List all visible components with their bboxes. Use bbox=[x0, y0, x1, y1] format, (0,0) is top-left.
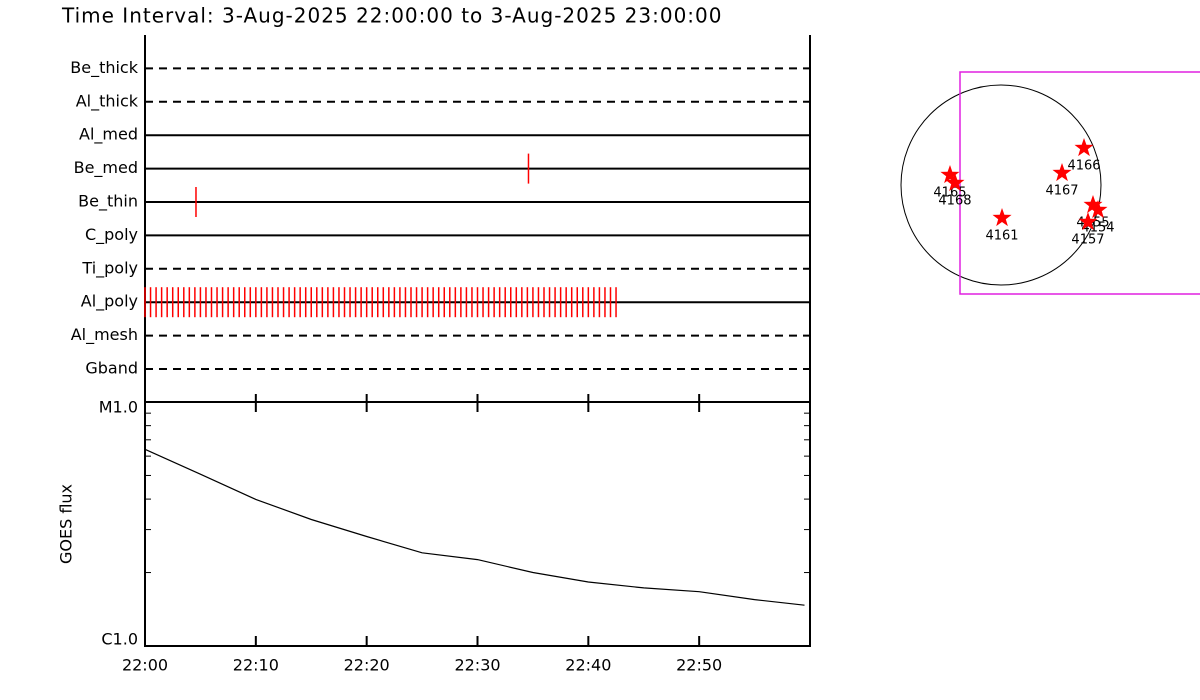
x-tick-label: 22:50 bbox=[676, 656, 722, 675]
solar-disk bbox=[900, 84, 1102, 286]
x-tick-label: 22:20 bbox=[344, 656, 390, 675]
region-label: 4168 bbox=[938, 194, 971, 209]
region-star bbox=[1083, 195, 1103, 214]
region-star bbox=[945, 173, 965, 192]
region-label: 4167 bbox=[1045, 184, 1078, 199]
y-axis-label: GOES flux bbox=[57, 484, 76, 564]
region-label: 4166 bbox=[1067, 159, 1100, 174]
region-star bbox=[1052, 163, 1072, 182]
region-star bbox=[1078, 212, 1098, 231]
row-label: Be_thin bbox=[78, 192, 138, 212]
row-label: C_poly bbox=[85, 225, 138, 245]
row-label: Be_med bbox=[74, 158, 138, 178]
region-star bbox=[992, 208, 1012, 227]
row-label: Be_thick bbox=[70, 58, 138, 78]
row-label: Al_med bbox=[79, 125, 138, 145]
goes-curve bbox=[144, 448, 805, 606]
x-tick-label: 22:40 bbox=[565, 656, 611, 675]
row-label: Al_mesh bbox=[71, 325, 138, 345]
row-label: Ti_poly bbox=[81, 258, 138, 278]
title: Time Interval: 3-Aug-2025 22:00:00 to 3-… bbox=[61, 4, 723, 28]
region-star bbox=[1074, 138, 1094, 157]
x-tick-label: 22:00 bbox=[122, 656, 168, 675]
region-star bbox=[940, 165, 960, 184]
y-tick-label: M1.0 bbox=[99, 398, 138, 417]
region-label: 4157 bbox=[1071, 232, 1104, 247]
x-tick-label: 22:10 bbox=[233, 656, 279, 675]
y-tick-label: C1.0 bbox=[101, 630, 138, 649]
region-label: 4161 bbox=[985, 229, 1018, 244]
row-label: Gband bbox=[85, 359, 138, 378]
row-label: Al_thick bbox=[76, 91, 139, 111]
x-tick-label: 22:30 bbox=[454, 656, 500, 675]
region-star bbox=[1088, 200, 1108, 219]
row-label: Al_poly bbox=[81, 292, 138, 312]
